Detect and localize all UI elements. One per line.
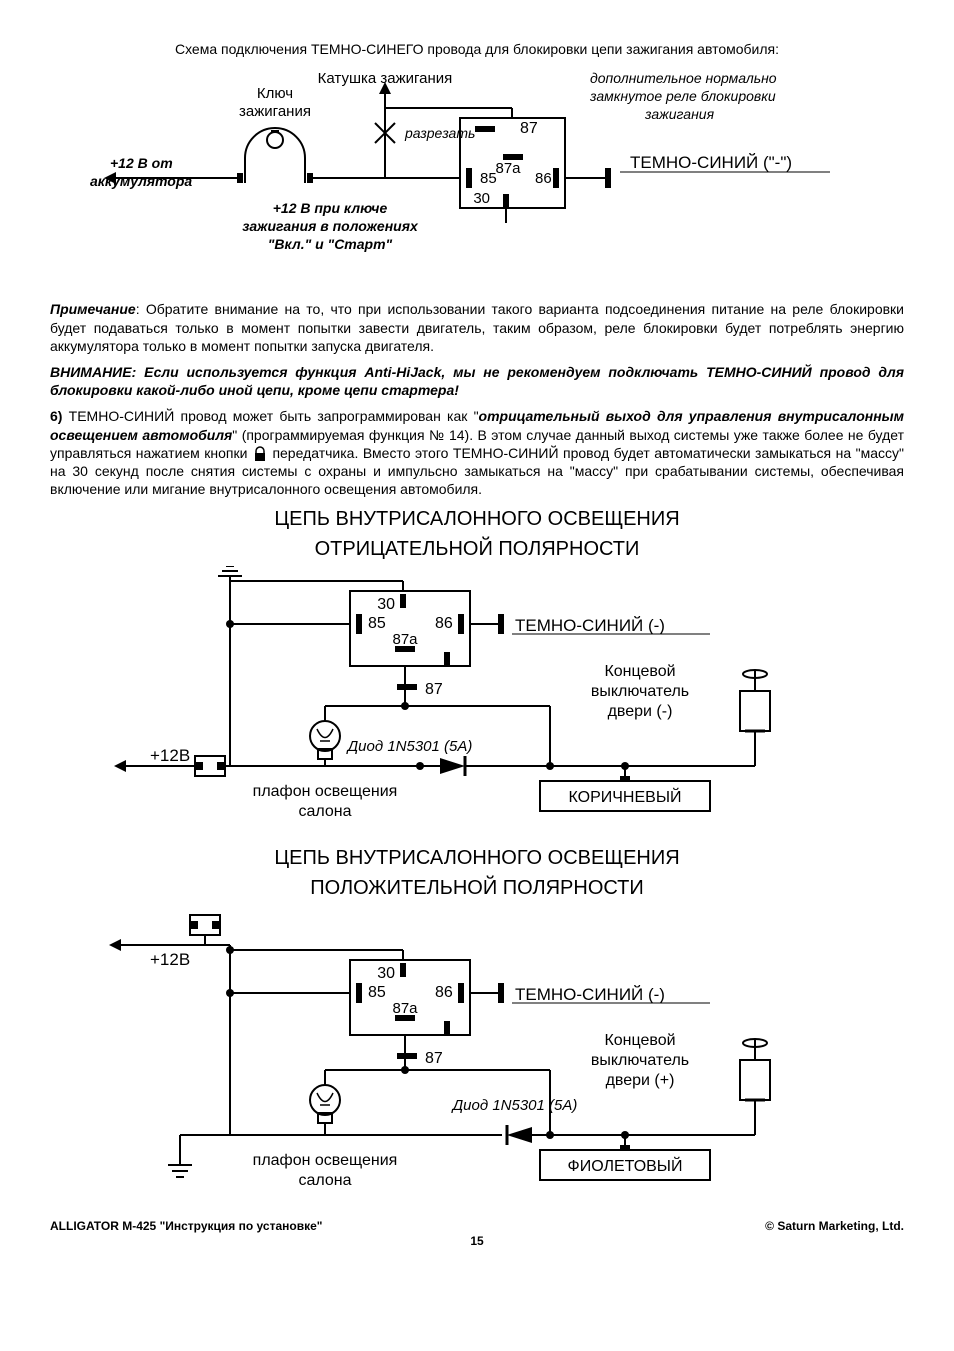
svg-text:86: 86 [535,170,552,187]
section3-title-line1: ЦЕПЬ ВНУТРИСАЛОННОГО ОСВЕЩЕНИЯ [50,845,904,871]
svg-text:ФИОЛЕТОВЫЙ: ФИОЛЕТОВЫЙ [568,1156,683,1175]
svg-text:85: 85 [480,170,497,187]
paragraph-6: 6) ТЕМНО-СИНИЙ провод может быть запрогр… [50,407,904,498]
svg-text:85: 85 [368,984,386,1001]
svg-text:зажигания: зажигания [644,106,715,122]
svg-text:плафон освещения: плафон освещения [253,783,398,800]
section2-title-line2: ОТРИЦАТЕЛЬНОЙ ПОЛЯРНОСТИ [50,536,904,562]
footer-left: ALLIGATOR M-425 "Инструкция по установке… [50,1219,322,1235]
svg-text:ТЕМНО-СИНИЙ ("-"): ТЕМНО-СИНИЙ ("-") [630,153,792,172]
svg-text:Диод 1N5301 (5А): Диод 1N5301 (5А) [346,738,473,755]
svg-text:87: 87 [520,120,538,137]
svg-text:87: 87 [425,681,443,698]
svg-text:аккумулятора: аккумулятора [90,173,192,189]
svg-text:"Вкл." и "Старт": "Вкл." и "Старт" [268,236,393,252]
page-title: Схема подключения ТЕМНО-СИНЕГО провода д… [50,40,904,58]
svg-text:Ключ: Ключ [257,85,293,102]
footer-right: © Saturn Marketing, Ltd. [765,1219,904,1235]
svg-text:двери (+): двери (+) [606,1072,675,1089]
svg-text:Концевой: Концевой [604,663,675,680]
svg-text:двери (-): двери (-) [608,703,673,720]
svg-text:+12 В от: +12 В от [110,155,173,171]
warning-paragraph: ВНИМАНИЕ: Если используется функция Anti… [50,363,904,399]
svg-text:Диод 1N5301 (5А): Диод 1N5301 (5А) [451,1097,578,1114]
note-paragraph: Примечание: Обратите внимание на то, что… [50,300,904,355]
diagram-dome-positive: +12В 30 85 86 87a ТЕМНО-СИНИЙ (-) 87 Кон… [50,905,904,1205]
svg-text:Концевой: Концевой [604,1032,675,1049]
svg-text:30: 30 [377,596,395,613]
svg-text:30: 30 [473,190,490,207]
page-number: 15 [50,1234,904,1250]
svg-text:+12В: +12В [150,746,190,765]
svg-text:86: 86 [435,984,453,1001]
padlock-icon [252,446,268,462]
svg-text:87a: 87a [495,160,521,177]
svg-text:85: 85 [368,615,386,632]
svg-text:выключатель: выключатель [591,1052,689,1069]
svg-text:КОРИЧНЕВЫЙ: КОРИЧНЕВЫЙ [569,787,682,806]
svg-text:Катушка зажигания: Катушка зажигания [318,70,453,87]
diagram-ignition-block: +12 В от аккумулятора Ключ зажигания Кат… [50,68,904,288]
svg-text:87: 87 [425,1050,443,1067]
svg-text:дополнительное нормально: дополнительное нормально [590,70,777,86]
svg-text:салона: салона [298,1172,351,1189]
svg-text:87a: 87a [392,631,418,648]
section3-title-line2: ПОЛОЖИТЕЛЬНОЙ ПОЛЯРНОСТИ [50,875,904,901]
svg-text:ТЕМНО-СИНИЙ (-): ТЕМНО-СИНИЙ (-) [515,985,665,1004]
svg-text:87a: 87a [392,1000,418,1017]
diagram-dome-negative: 30 85 86 87a ТЕМНО-СИНИЙ (-) 87 Концевой… [50,566,904,836]
svg-text:разрезать: разрезать [404,125,475,141]
svg-text:зажигания в положениях: зажигания в положениях [242,218,419,234]
svg-text:зажигания: зажигания [239,103,311,120]
svg-text:30: 30 [377,965,395,982]
section2-title-line1: ЦЕПЬ ВНУТРИСАЛОННОГО ОСВЕЩЕНИЯ [50,506,904,532]
svg-text:86: 86 [435,615,453,632]
svg-text:салона: салона [298,803,351,820]
svg-text:+12 В при ключе: +12 В при ключе [273,200,388,216]
svg-text:выключатель: выключатель [591,683,689,700]
svg-text:ТЕМНО-СИНИЙ (-): ТЕМНО-СИНИЙ (-) [515,616,665,635]
svg-text:+12В: +12В [150,950,190,969]
svg-text:замкнутое реле блокировки: замкнутое реле блокировки [589,88,776,104]
svg-text:плафон освещения: плафон освещения [253,1152,398,1169]
